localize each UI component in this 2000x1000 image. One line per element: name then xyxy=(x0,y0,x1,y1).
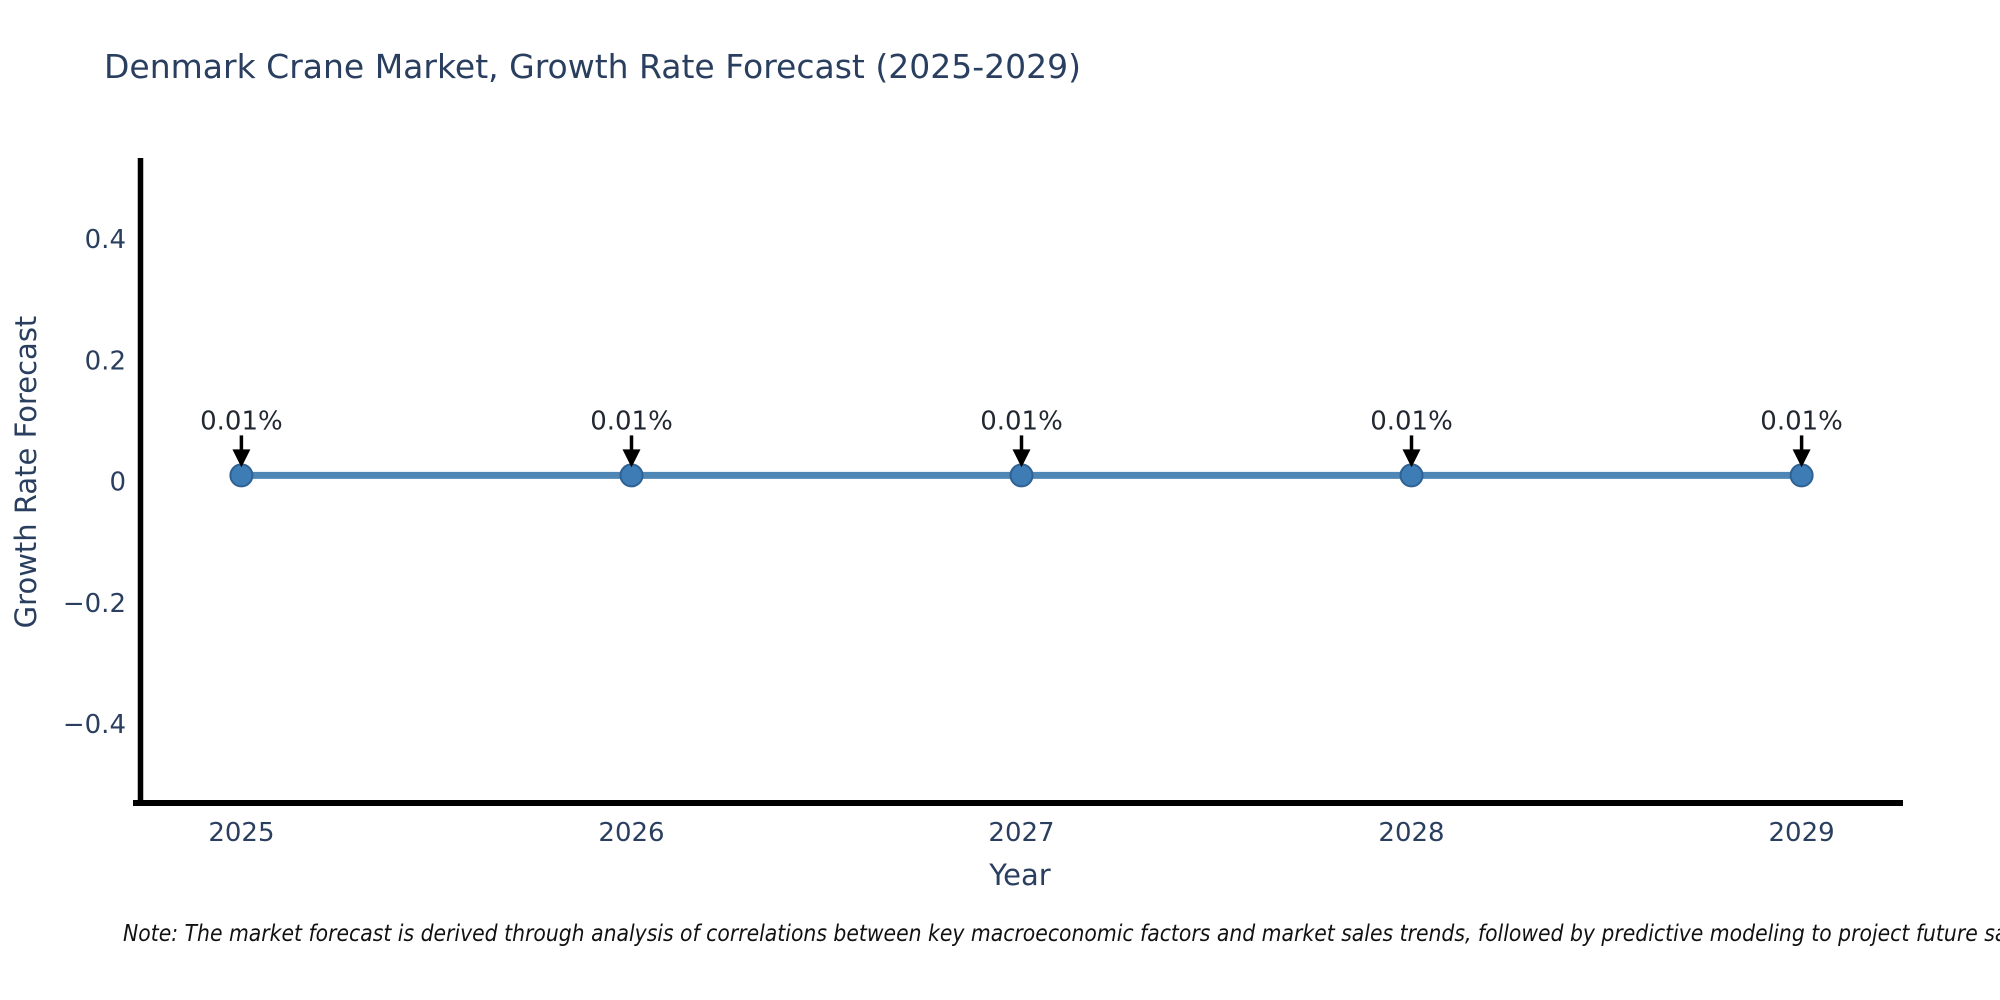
annotation-arrowhead xyxy=(1402,449,1421,468)
y-tick-label: −0.2 xyxy=(63,589,126,619)
y-tick-label: −0.4 xyxy=(63,710,126,740)
x-tick-label: 2026 xyxy=(598,818,664,848)
plot-area: 0.4 0.2 0 −0.2 −0.4 2025 2026 2027 2028 2029 0.01%… xyxy=(63,225,1843,848)
y-tick-label: 0.2 xyxy=(85,346,126,376)
annotation-arrowhead xyxy=(1792,449,1811,468)
data-point xyxy=(1399,463,1424,488)
x-tick-label: 2028 xyxy=(1378,818,1444,848)
x-tick-label: 2029 xyxy=(1769,818,1835,848)
footnote: Note: The market forecast is derived thr… xyxy=(123,921,2000,947)
point-annotation-label: 0.01% xyxy=(980,406,1063,436)
data-point xyxy=(619,463,644,488)
data-point xyxy=(229,463,254,488)
y-axis-title: Growth Rate Forecast xyxy=(9,316,43,629)
x-axis-title: Year xyxy=(988,858,1050,892)
point-annotation-label: 0.01% xyxy=(590,406,673,436)
point-annotation-label: 0.01% xyxy=(200,406,283,436)
y-tick-label: 0.4 xyxy=(85,225,126,255)
annotation-arrowhead xyxy=(622,449,641,468)
point-annotation-label: 0.01% xyxy=(1760,406,1843,436)
chart-title: Denmark Crane Market, Growth Rate Foreca… xyxy=(104,47,1081,86)
annotation-arrowhead xyxy=(1012,449,1031,468)
point-annotation-label: 0.01% xyxy=(1370,406,1453,436)
x-tick-label: 2025 xyxy=(208,818,274,848)
x-tick-label: 2027 xyxy=(988,818,1054,848)
data-point xyxy=(1009,463,1034,488)
data-point xyxy=(1789,463,1814,488)
annotation-arrowhead xyxy=(232,449,251,468)
y-tick-label: 0 xyxy=(109,468,126,498)
